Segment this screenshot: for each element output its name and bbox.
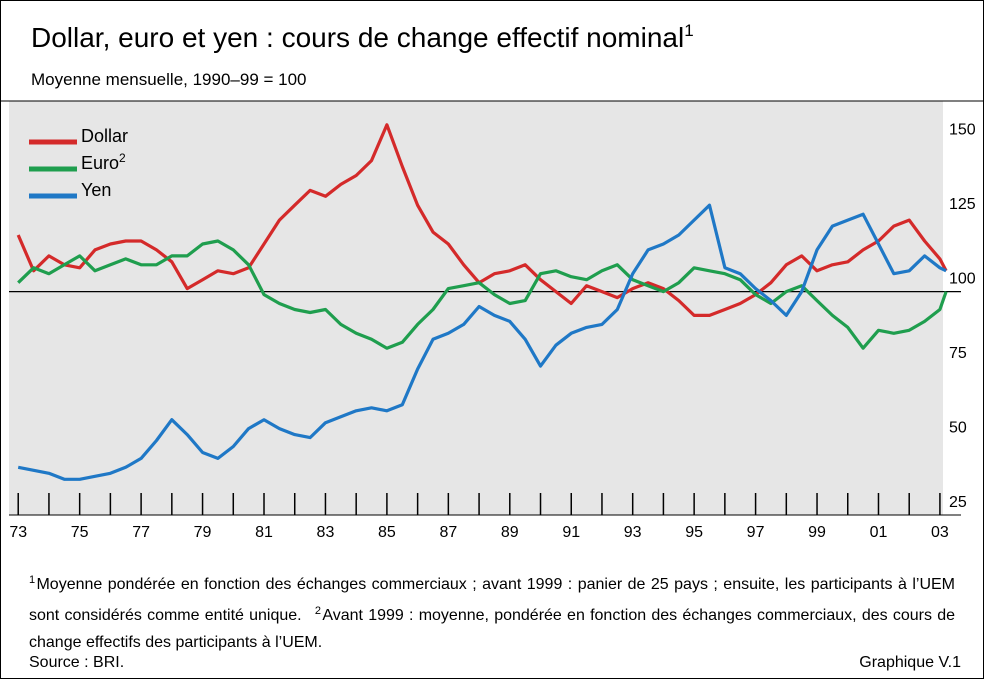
y-tick-label: 25 (949, 494, 967, 511)
x-tick-label: 91 (562, 524, 580, 541)
y-tick-label: 50 (949, 420, 967, 437)
x-tick-label: 95 (685, 524, 703, 541)
x-tick-label: 01 (870, 524, 888, 541)
title-note: 1 (684, 21, 693, 40)
footer: Source : BRI. Graphique V.1 (29, 654, 961, 672)
x-tick-label: 97 (747, 524, 765, 541)
x-tick-label: 93 (624, 524, 642, 541)
legend-label: Yen (81, 180, 111, 200)
x-tick-label: 79 (194, 524, 212, 541)
footnotes: 1 Moyenne pondérée en fonction des échan… (29, 567, 955, 656)
chart: Dollar, euro et yen : cours de change ef… (1, 21, 983, 541)
x-tick-label: 83 (317, 524, 335, 541)
series-line (16, 123, 948, 317)
legend-label: Dollar (81, 126, 128, 146)
x-tick-label: 89 (501, 524, 519, 541)
y-tick-label: 75 (949, 345, 967, 362)
x-tick-label: 99 (808, 524, 826, 541)
footnote-mark: 2 (314, 605, 321, 617)
footnote-text: Moyenne pondérée en fonction des échange… (29, 576, 955, 624)
legend-label: Euro2 (81, 151, 126, 173)
legend-name: Euro (81, 153, 119, 173)
footnote-text: Avant 1999 : moyenne, pondérée en foncti… (29, 607, 955, 651)
y-tick-label: 150 (949, 122, 976, 139)
source: Source : BRI. (29, 654, 125, 671)
legend-name: Dollar (81, 126, 128, 146)
x-tick-label: 75 (71, 524, 89, 541)
figure-label: Graphique V.1 (859, 654, 961, 671)
x-tick-label: 81 (255, 524, 273, 541)
legend-name: Yen (81, 180, 111, 200)
x-tick-label: 73 (9, 524, 27, 541)
x-tick-label: 85 (378, 524, 396, 541)
subtitle: Moyenne mensuelle, 1990–99 = 100 (31, 70, 307, 89)
footnote-mark: 1 (29, 574, 36, 586)
x-tick-label: 03 (931, 524, 949, 541)
series-line (17, 239, 948, 350)
y-tick-label: 125 (949, 196, 976, 213)
legend-note: 2 (119, 151, 126, 165)
title-text: Dollar, euro et yen : cours de change ef… (31, 22, 684, 53)
y-tick-label: 100 (949, 271, 976, 288)
x-tick-label: 87 (439, 524, 457, 541)
series-line (17, 203, 947, 481)
title: Dollar, euro et yen : cours de change ef… (31, 21, 694, 53)
x-tick-label: 77 (132, 524, 150, 541)
